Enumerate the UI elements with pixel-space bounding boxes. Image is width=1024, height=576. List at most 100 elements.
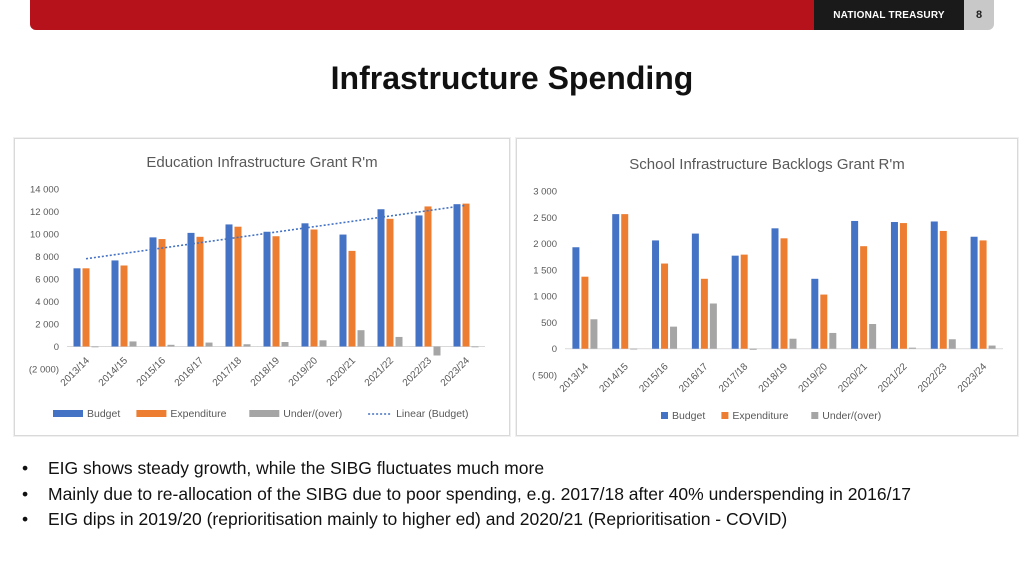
bar-expenditure xyxy=(196,236,204,347)
bar-under-over xyxy=(988,345,996,349)
bar-expenditure xyxy=(120,265,128,347)
bar-budget xyxy=(652,240,660,349)
x-tick-label: 2020/21 xyxy=(325,355,359,389)
legend-swatch xyxy=(661,412,668,419)
bar-budget xyxy=(149,237,157,347)
education-infrastructure-chart: Education Infrastructure Grant R'm 14 000… xyxy=(14,138,510,436)
chart-svg: Education Infrastructure Grant R'm 14 000… xyxy=(29,154,485,420)
x-tick-label: 2023/24 xyxy=(439,355,473,389)
y-tick-label: 2 000 xyxy=(533,239,557,250)
bullet-dot-icon: • xyxy=(22,483,29,504)
bar-budget xyxy=(771,228,779,349)
chart-svg: School Infrastructure Backlogs Grant R'm… xyxy=(532,156,1003,422)
x-tick-label: 2018/19 xyxy=(249,355,283,389)
legend-label: Under/(over) xyxy=(283,408,342,420)
y-tick-label: 4 000 xyxy=(35,297,59,308)
bar-under-over xyxy=(129,341,137,347)
bar-expenditure xyxy=(234,226,242,347)
bullet-list: • EIG shows steady growth, while the SIB… xyxy=(22,456,1012,533)
bullet-dot-icon: • xyxy=(22,458,29,478)
legend-label: Expenditure xyxy=(170,408,226,420)
bar-under-over xyxy=(829,332,837,349)
bar-expenditure xyxy=(820,294,828,349)
bar-budget xyxy=(572,247,580,349)
x-tick-label: 2013/14 xyxy=(558,361,592,395)
bar-expenditure xyxy=(740,254,748,349)
legend-label: Under/(over) xyxy=(822,410,881,422)
y-tick-label: 0 xyxy=(54,342,59,353)
legend-label: Budget xyxy=(672,410,705,422)
legend-label: Expenditure xyxy=(732,410,788,422)
bar-budget xyxy=(225,224,233,347)
bar-expenditure xyxy=(272,236,280,347)
bar-expenditure xyxy=(82,268,90,347)
bar-budget xyxy=(111,260,119,347)
bar-under-over xyxy=(319,340,327,347)
page-number: 8 xyxy=(964,0,994,30)
bar-budget xyxy=(453,204,461,347)
legend-label: Linear (Budget) xyxy=(396,408,468,420)
bar-budget xyxy=(339,234,347,347)
x-tick-label: 2013/14 xyxy=(59,355,93,389)
x-tick-label: 2019/20 xyxy=(287,355,321,389)
y-tick-label: 12 000 xyxy=(30,207,59,218)
bar-expenditure xyxy=(581,276,589,349)
bar-expenditure xyxy=(462,203,470,347)
bar-budget xyxy=(377,209,385,347)
y-tick-label: 1 500 xyxy=(533,265,557,276)
x-tick-label: 2023/24 xyxy=(956,361,990,395)
x-tick-label: 2014/15 xyxy=(598,361,632,395)
school-backlogs-chart: School Infrastructure Backlogs Grant R'm… xyxy=(516,138,1018,436)
x-tick-label: 2015/16 xyxy=(135,355,169,389)
bar-under-over xyxy=(749,348,757,350)
x-tick-label: 2015/16 xyxy=(637,361,671,395)
bar-expenditure xyxy=(661,263,669,349)
bar-under-over xyxy=(789,338,797,349)
x-tick-label: 2018/19 xyxy=(757,361,791,395)
x-tick-label: 2022/23 xyxy=(916,361,950,395)
bar-under-over xyxy=(91,346,99,348)
x-tick-label: 2017/18 xyxy=(211,355,245,389)
bar-expenditure xyxy=(310,229,318,347)
bar-under-over xyxy=(869,324,877,349)
legend-swatch xyxy=(136,410,167,417)
bar-expenditure xyxy=(899,223,907,349)
x-tick-label: 2021/22 xyxy=(363,355,397,389)
y-tick-label: 2 000 xyxy=(35,320,59,331)
bar-expenditure xyxy=(700,278,708,349)
legend-swatch xyxy=(53,410,83,417)
y-tick-label: 14 000 xyxy=(30,185,59,196)
x-tick-label: 2016/17 xyxy=(677,361,711,395)
bar-expenditure xyxy=(780,238,788,349)
bar-budget xyxy=(187,232,195,347)
y-tick-label: 500 xyxy=(541,318,557,329)
bullet-item: • EIG dips in 2019/20 (reprioritisation … xyxy=(22,507,1012,533)
bar-expenditure xyxy=(158,239,166,347)
bar-budget xyxy=(263,231,271,347)
y-tick-label: 1 000 xyxy=(533,292,557,303)
x-tick-label: 2017/18 xyxy=(717,361,751,395)
bar-budget xyxy=(851,220,859,349)
y-tick-label: (2 000) xyxy=(29,365,59,376)
bullet-dot-icon: • xyxy=(22,509,29,529)
bar-under-over xyxy=(357,330,365,347)
y-tick-label: 10 000 xyxy=(30,230,59,241)
x-tick-label: 2021/22 xyxy=(876,361,910,395)
bar-budget xyxy=(73,268,81,347)
bar-under-over xyxy=(395,336,403,347)
bar-under-over xyxy=(433,346,441,356)
chart-title: Education Infrastructure Grant R'm xyxy=(146,154,377,171)
x-tick-label: 2016/17 xyxy=(173,355,207,389)
bar-budget xyxy=(731,255,739,349)
chart-title: School Infrastructure Backlogs Grant R'm xyxy=(629,156,904,173)
bar-budget xyxy=(811,278,819,349)
legend-swatch xyxy=(811,412,819,419)
bar-under-over xyxy=(670,326,678,349)
y-tick-label: ( 500) xyxy=(532,371,557,382)
bar-under-over xyxy=(243,344,251,347)
bar-expenditure xyxy=(386,218,394,347)
y-tick-label: 3 000 xyxy=(533,187,557,198)
bar-under-over xyxy=(471,346,479,348)
bar-budget xyxy=(415,215,423,347)
x-tick-label: 2019/20 xyxy=(797,361,831,395)
